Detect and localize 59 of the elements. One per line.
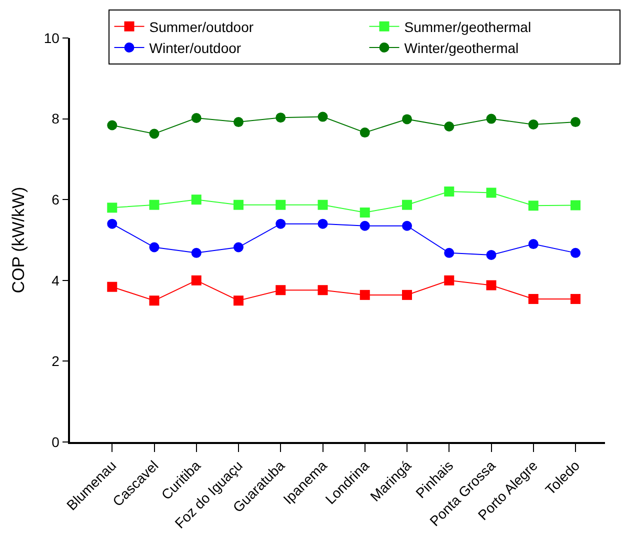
point xyxy=(234,242,244,252)
legend-label: Summer/geothermal xyxy=(404,18,532,35)
point xyxy=(570,200,581,210)
legend-label: Summer/outdoor xyxy=(149,18,254,35)
point xyxy=(528,294,538,304)
point xyxy=(444,275,454,286)
point xyxy=(149,128,160,139)
point xyxy=(486,280,496,290)
point xyxy=(318,112,328,122)
point xyxy=(486,188,496,198)
point xyxy=(191,194,202,205)
point xyxy=(570,294,581,304)
point xyxy=(234,117,244,128)
point xyxy=(402,200,412,210)
point xyxy=(107,202,118,213)
point xyxy=(276,218,286,229)
point xyxy=(318,218,328,229)
point xyxy=(107,282,118,292)
point xyxy=(444,121,454,132)
point xyxy=(318,285,328,296)
point xyxy=(360,290,370,300)
legend-label: Winter/geothermal xyxy=(404,40,519,56)
point xyxy=(444,186,454,197)
point xyxy=(570,117,581,128)
point xyxy=(149,296,160,306)
point xyxy=(528,119,538,130)
y-tick-label: 6 xyxy=(52,192,60,208)
point xyxy=(276,200,286,210)
point xyxy=(107,120,118,130)
point xyxy=(570,248,581,258)
point xyxy=(149,200,160,210)
point xyxy=(402,114,412,124)
point xyxy=(486,114,496,124)
point xyxy=(528,239,538,250)
point xyxy=(149,242,160,252)
point xyxy=(486,250,496,260)
point xyxy=(318,200,328,210)
point xyxy=(191,248,202,258)
point xyxy=(191,275,202,286)
point xyxy=(360,208,370,218)
y-tick-label: 10 xyxy=(44,30,60,46)
point xyxy=(360,128,370,138)
legend-label: Winter/outdoor xyxy=(149,40,242,56)
point xyxy=(402,220,412,231)
y-axis-title: COP (kW/kW) xyxy=(8,186,28,294)
y-tick-label: 0 xyxy=(52,434,60,450)
point xyxy=(191,112,202,123)
point xyxy=(234,200,244,210)
point xyxy=(234,296,244,306)
point xyxy=(444,248,454,258)
y-tick-label: 4 xyxy=(52,272,60,288)
point xyxy=(528,200,538,211)
point xyxy=(276,285,286,296)
y-tick-label: 8 xyxy=(52,110,60,127)
point xyxy=(107,218,118,229)
point xyxy=(360,220,370,231)
y-tick-label: 2 xyxy=(52,353,60,370)
point xyxy=(276,112,286,123)
point xyxy=(402,290,412,300)
